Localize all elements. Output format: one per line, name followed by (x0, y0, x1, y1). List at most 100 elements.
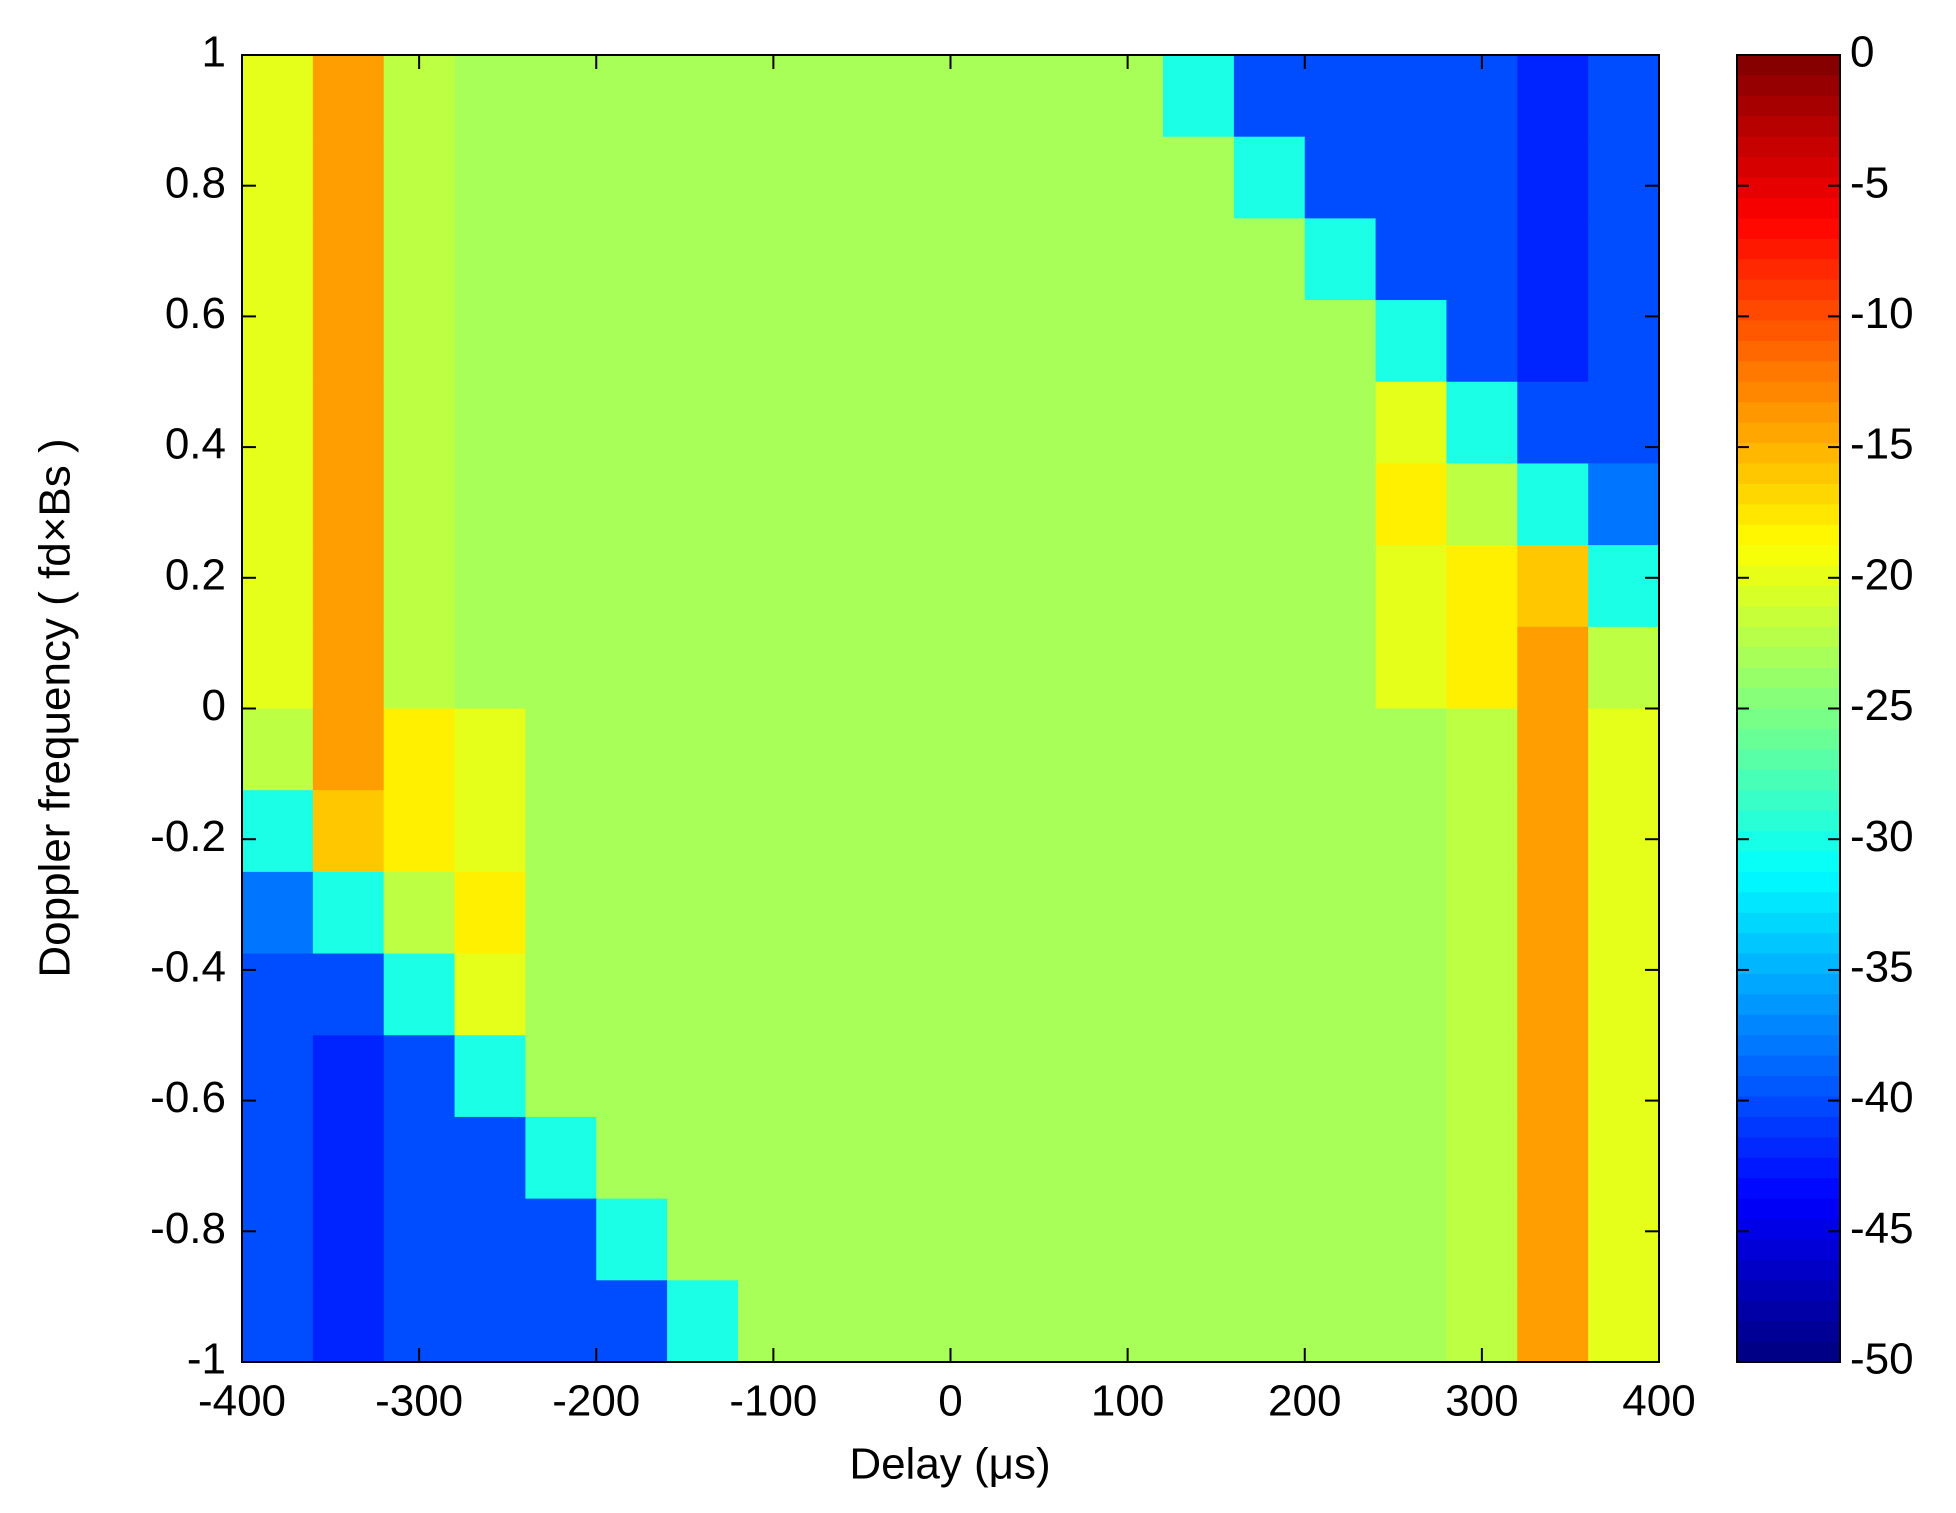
heatmap-cell (950, 953, 1022, 1036)
y-tick-label: -1 (187, 1335, 226, 1384)
colorbar-swatch (1737, 647, 1840, 669)
heatmap-cell (667, 463, 739, 546)
heatmap-cell (1588, 953, 1660, 1036)
heatmap-cell (312, 1035, 385, 1118)
colorbar-swatch (1737, 95, 1840, 117)
x-tick-label: 300 (1445, 1377, 1518, 1426)
heatmap-cell (879, 55, 952, 138)
axes: -400 -300 -200 -100 0 100 200 300 400-1-0.8-0.6-… (150, 28, 1913, 1426)
colorbar-swatch (1737, 300, 1840, 322)
colorbar-swatch (1737, 1198, 1840, 1220)
colorbar-tick-label: 0 (1850, 28, 1874, 77)
heatmap-cell (950, 1280, 1022, 1363)
heatmap-cell (596, 55, 668, 138)
heatmap-cell (808, 1035, 881, 1118)
heatmap-cell (1092, 463, 1164, 546)
colorbar-tick-label: -25 (1850, 681, 1914, 730)
colorbar-swatch (1737, 1280, 1840, 1302)
heatmap-cell (242, 790, 314, 873)
colorbar-swatch (1737, 585, 1840, 607)
heatmap-cell (1517, 626, 1589, 710)
colorbar-swatch (1737, 463, 1840, 485)
heatmap-cell (737, 300, 810, 383)
heatmap-cell (950, 381, 1022, 465)
colorbar-swatch (1737, 953, 1840, 975)
heatmap-cell (1163, 545, 1235, 628)
heatmap-cell (1163, 463, 1235, 546)
colorbar-swatch (1737, 565, 1840, 587)
heatmap-cell (737, 545, 810, 628)
heatmap-cell (1304, 871, 1377, 955)
colorbar-tick-label: -45 (1850, 1204, 1914, 1253)
heatmap-cell (950, 300, 1022, 383)
heatmap-cell (1021, 463, 1093, 546)
colorbar-swatch (1737, 238, 1840, 260)
heatmap-cell (383, 1035, 456, 1118)
heatmap-cell (1446, 545, 1518, 628)
x-tick-label: 400 (1622, 1377, 1695, 1426)
heatmap-cell (525, 790, 597, 873)
heatmap-cell (454, 1116, 526, 1200)
colorbar-swatch (1737, 483, 1840, 505)
heatmap-cell (383, 790, 456, 873)
colorbar-swatch (1737, 1116, 1840, 1138)
heatmap-cell (737, 1198, 810, 1281)
heatmap-cell (383, 136, 456, 219)
heatmap-cell (879, 1116, 952, 1200)
heatmap-cell (596, 545, 668, 628)
heatmap-cell (808, 1280, 881, 1363)
heatmap-cell (1517, 381, 1589, 465)
colorbar-swatch (1737, 1157, 1840, 1179)
y-tick-label: -0.4 (150, 943, 226, 992)
heatmap-cell (596, 463, 668, 546)
heatmap-cell (454, 953, 526, 1036)
colorbar-swatch (1737, 708, 1840, 730)
heatmap-cell (312, 218, 385, 301)
heatmap-cell (667, 218, 739, 301)
colorbar-tick-label: -40 (1850, 1073, 1914, 1122)
heatmap-cell (596, 1116, 668, 1200)
colorbar-tick-label: -30 (1850, 812, 1914, 861)
heatmap-cell (1021, 55, 1093, 138)
colorbar-swatch (1737, 1076, 1840, 1098)
heatmap-cell (312, 871, 385, 955)
heatmap-cell (525, 708, 597, 791)
heatmap-cell (1304, 55, 1377, 138)
heatmap-cell (667, 790, 739, 873)
heatmap-cell (737, 218, 810, 301)
heatmap-cell (383, 626, 456, 710)
heatmap-cell (808, 218, 881, 301)
y-tick-label: -0.8 (150, 1204, 226, 1253)
heatmap-cell (808, 790, 881, 873)
heatmap-cell (1233, 545, 1306, 628)
heatmap-cell (242, 300, 314, 383)
heatmap-cell (1233, 626, 1306, 710)
heatmap-cell (1446, 708, 1518, 791)
heatmap-cell (1092, 871, 1164, 955)
heatmap-cell (242, 1116, 314, 1200)
heatmap-cell (1092, 300, 1164, 383)
heatmap-cell (454, 790, 526, 873)
heatmap-cell (1446, 1035, 1518, 1118)
heatmap-cell (1304, 1280, 1377, 1363)
heatmap-cell (454, 300, 526, 383)
heatmap-cell (667, 953, 739, 1036)
colorbar-swatch (1737, 75, 1840, 97)
heatmap-cell (950, 1198, 1022, 1281)
heatmap-cell (525, 1198, 597, 1281)
heatmap-cell (1517, 218, 1589, 301)
heatmap-cell (242, 1280, 314, 1363)
colorbar-swatch (1737, 728, 1840, 750)
heatmap-cell (1446, 381, 1518, 465)
heatmap-cell (1233, 218, 1306, 301)
heatmap-cell (383, 218, 456, 301)
heatmap-cell (525, 463, 597, 546)
heatmap-cell (1092, 545, 1164, 628)
heatmap-cell (525, 871, 597, 955)
colorbar-swatch (1737, 606, 1840, 628)
heatmap-cell (525, 1280, 597, 1363)
heatmap-cell (596, 136, 668, 219)
heatmap-cell (879, 1280, 952, 1363)
heatmap-cell (1375, 1280, 1448, 1363)
colorbar-swatch (1737, 259, 1840, 281)
